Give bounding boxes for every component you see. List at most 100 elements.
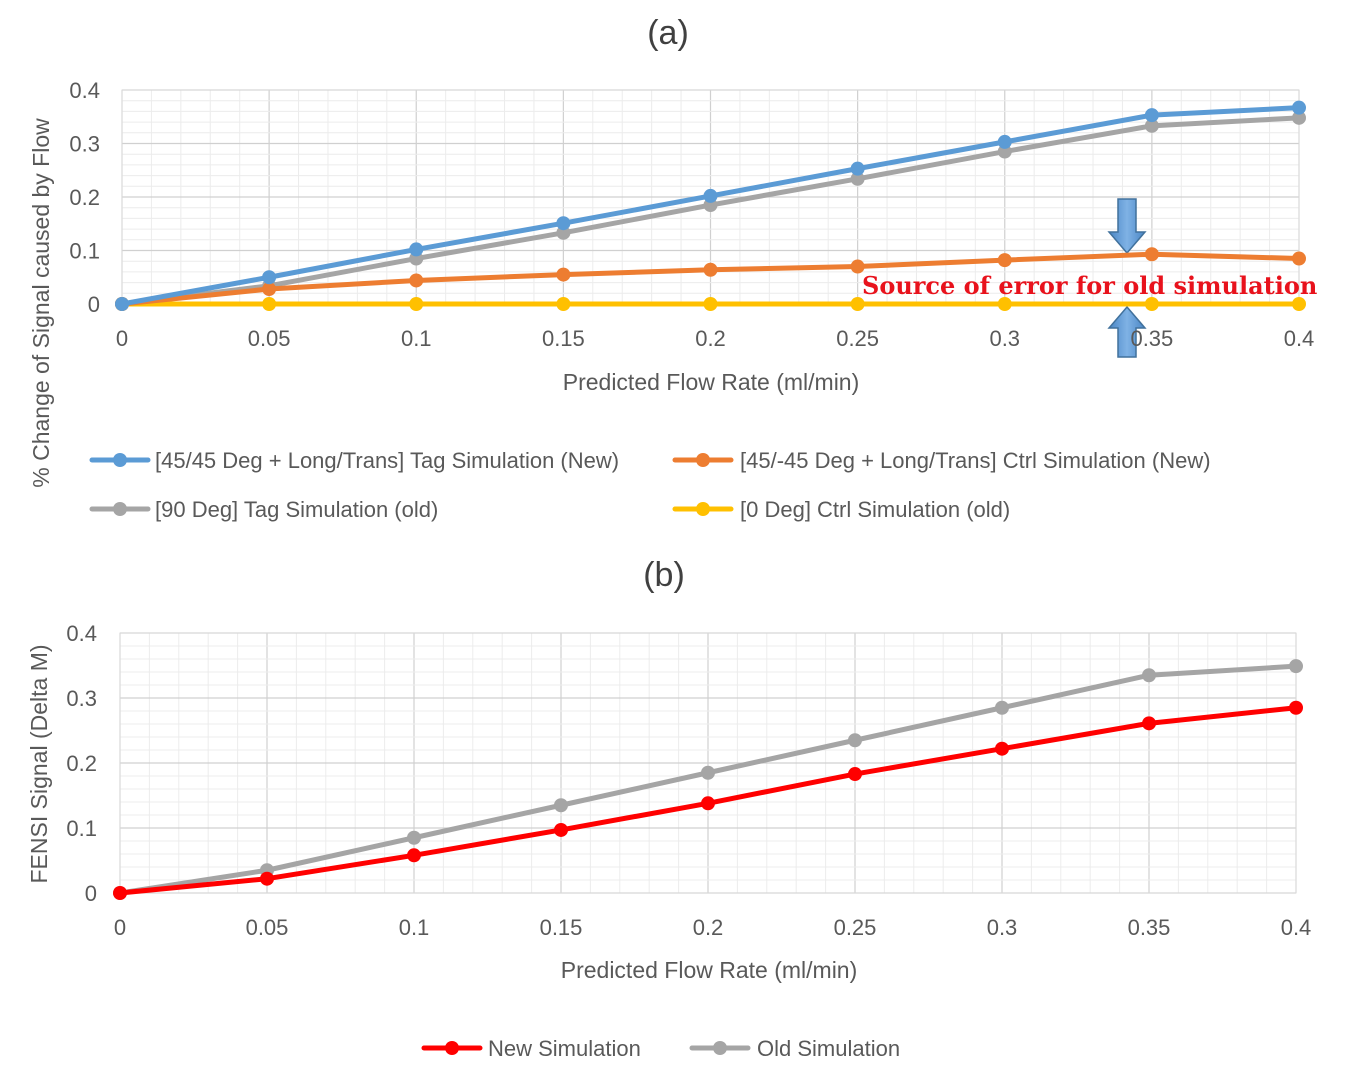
legend-item: New Simulation <box>421 1036 641 1061</box>
data-point <box>409 273 424 288</box>
y-tick-label: 0.2 <box>69 185 100 210</box>
x-tick-label: 0.3 <box>987 915 1018 940</box>
chart-b-y-axis-title: FENSI Signal (Delta M) <box>26 644 52 883</box>
legend-label: [45/-45 Deg + Long/Trans] Ctrl Simulatio… <box>740 448 1211 473</box>
data-point <box>995 741 1009 756</box>
data-point <box>850 259 865 274</box>
chart-b-legend: New Simulation Old Simulation <box>421 1036 900 1061</box>
chart-b-title: (b) <box>643 556 685 594</box>
data-point <box>1292 251 1306 266</box>
data-point <box>995 700 1009 715</box>
data-point <box>556 267 571 282</box>
y-tick-label: 0.1 <box>69 239 100 264</box>
x-tick-label: 0 <box>114 915 126 940</box>
x-tick-label: 0 <box>116 326 128 351</box>
chart-a-annotation <box>1107 198 1147 358</box>
data-point <box>1292 100 1306 115</box>
data-point <box>701 765 715 780</box>
x-tick-label: 0.05 <box>246 915 289 940</box>
data-point <box>1289 659 1303 674</box>
y-tick-label: 0.1 <box>66 816 97 841</box>
chart-b-series <box>113 659 1303 900</box>
chart-b-grid <box>119 632 1297 894</box>
x-tick-label: 0.35 <box>1128 915 1171 940</box>
x-tick-label: 0.1 <box>401 326 432 351</box>
legend-swatch-marker <box>696 502 710 516</box>
x-tick-label: 0.25 <box>834 915 877 940</box>
chart-a-series <box>115 100 1306 311</box>
plot-area-border <box>119 632 1297 894</box>
data-point <box>262 282 277 297</box>
data-point <box>997 297 1012 311</box>
x-tick-label: 0.15 <box>540 915 583 940</box>
data-point <box>407 830 421 845</box>
data-point <box>848 767 862 782</box>
data-point <box>556 216 571 231</box>
data-point <box>850 161 865 176</box>
data-point <box>554 798 568 813</box>
y-tick-label: 0.2 <box>66 751 97 776</box>
data-point <box>1144 118 1159 133</box>
legend-swatch-marker <box>113 453 127 467</box>
chart-a-legend: [45/45 Deg + Long/Trans] Tag Simulation … <box>89 448 1211 522</box>
legend-item: [45/45 Deg + Long/Trans] Tag Simulation … <box>89 448 619 473</box>
data-point <box>556 225 571 240</box>
data-point <box>703 188 718 203</box>
legend-swatch-marker <box>713 1041 727 1055</box>
data-point <box>703 297 718 311</box>
data-point <box>407 848 421 863</box>
data-point <box>262 297 277 311</box>
y-tick-label: 0.4 <box>66 621 97 646</box>
legend-item: [0 Deg] Ctrl Simulation (old) <box>672 497 1010 522</box>
legend-swatch-marker <box>445 1041 459 1055</box>
x-tick-label: 0.2 <box>695 326 726 351</box>
up-arrow-icon <box>1107 305 1147 358</box>
data-point <box>262 270 277 285</box>
legend-label: Old Simulation <box>757 1036 900 1061</box>
error-annotation-label: Source of error for old simulation <box>862 271 1317 300</box>
legend-label: New Simulation <box>488 1036 641 1061</box>
data-point <box>1144 247 1159 262</box>
data-point <box>850 171 865 186</box>
x-tick-label: 0.3 <box>989 326 1020 351</box>
chart-b: (b) 0 0.05 0.1 0.15 0.2 0.25 0.3 0.35 0.4 0 0.1 0.2… <box>26 556 1311 1061</box>
legend-swatch-marker <box>113 502 127 516</box>
legend-item: [90 Deg] Tag Simulation (old) <box>89 497 438 522</box>
y-tick-label: 0.4 <box>69 78 100 103</box>
series-1 <box>113 659 1303 900</box>
series-0 <box>113 700 1303 900</box>
data-point <box>997 134 1012 149</box>
chart-a-x-axis-title: Predicted Flow Rate (ml/min) <box>563 369 860 395</box>
series-0 <box>115 100 1306 311</box>
data-point <box>409 297 424 311</box>
data-point <box>1142 716 1156 731</box>
data-point <box>1289 700 1303 715</box>
chart-b-x-axis-title: Predicted Flow Rate (ml/min) <box>561 957 858 983</box>
y-tick-label: 0 <box>88 292 100 317</box>
x-tick-label: 0.1 <box>399 915 430 940</box>
data-point <box>1292 297 1306 311</box>
data-point <box>1142 668 1156 683</box>
legend-label: [0 Deg] Ctrl Simulation (old) <box>740 497 1010 522</box>
data-point <box>115 297 129 311</box>
down-arrow-icon <box>1107 198 1147 255</box>
chart-b-ticks: 0 0.05 0.1 0.15 0.2 0.25 0.3 0.35 0.4 0 0.1 0.2 0.3 0… <box>66 621 1311 940</box>
chart-a-title: (a) <box>647 14 689 52</box>
x-tick-label: 0.35 <box>1130 326 1173 351</box>
data-point <box>997 144 1012 159</box>
data-point <box>848 733 862 748</box>
data-point <box>554 822 568 837</box>
data-point <box>1144 297 1159 311</box>
chart-a: (a) Source of error for old simulation 0… <box>28 14 1317 522</box>
chart-a-ticks: 0 0.05 0.1 0.15 0.2 0.25 0.3 0.35 0.4 0 0.1 0.2 0.3 0… <box>69 78 1314 351</box>
data-point <box>113 886 127 900</box>
data-point <box>701 796 715 811</box>
chart-a-y-axis-title: % Change of Signal caused by Flow <box>28 118 54 488</box>
x-tick-label: 0.4 <box>1281 915 1312 940</box>
x-tick-label: 0.15 <box>542 326 585 351</box>
x-tick-label: 0.05 <box>248 326 291 351</box>
data-point <box>556 297 571 311</box>
legend-label: [45/45 Deg + Long/Trans] Tag Simulation … <box>155 448 619 473</box>
x-tick-label: 0.4 <box>1284 326 1315 351</box>
